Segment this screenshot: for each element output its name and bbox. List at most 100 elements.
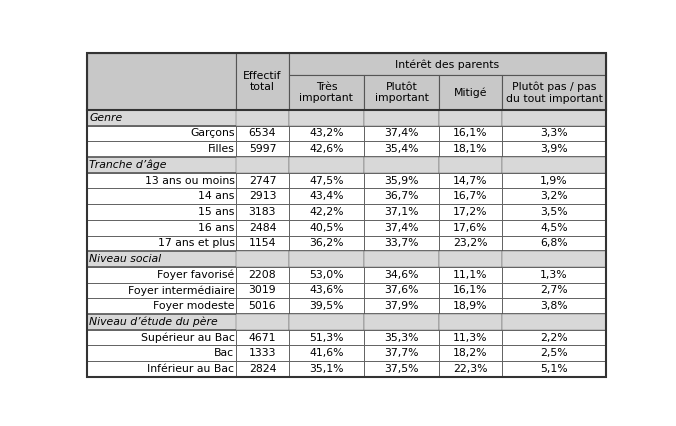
Bar [364,220,439,236]
Text: Genre: Genre [89,113,122,123]
Bar [502,157,606,173]
Bar [236,298,289,314]
Bar [364,282,439,298]
Text: 37,4%: 37,4% [384,129,418,138]
Text: 16,1%: 16,1% [453,285,488,296]
Text: Effectif
total: Effectif total [243,71,282,92]
Bar [502,204,606,220]
Text: Bac: Bac [214,348,235,358]
Bar [289,188,364,204]
Bar [236,110,289,126]
Text: 1,9%: 1,9% [540,176,568,186]
Bar [236,236,289,251]
Text: 6,8%: 6,8% [540,239,568,248]
Bar [236,345,289,361]
Bar [236,204,289,220]
Bar [236,314,289,330]
Text: 2,2%: 2,2% [540,333,568,343]
Bar [87,173,236,188]
Text: 2,5%: 2,5% [540,348,568,358]
Text: 17 ans et plus: 17 ans et plus [158,239,235,248]
Bar [439,126,502,141]
Bar [439,110,502,126]
Text: 2747: 2747 [249,176,276,186]
Bar [289,157,364,173]
Bar [236,173,289,188]
Bar [502,141,606,157]
Text: Foyer intermédiaire: Foyer intermédiaire [128,285,235,296]
Bar [439,251,502,267]
Text: 1,3%: 1,3% [540,270,568,280]
Bar [289,298,364,314]
Bar [364,298,439,314]
Bar [87,141,236,157]
Bar [236,157,289,173]
Bar [364,204,439,220]
Text: 37,1%: 37,1% [384,207,418,217]
Bar [289,204,364,220]
Text: 15 ans: 15 ans [198,207,235,217]
Text: Plutôt
important: Plutôt important [375,82,429,104]
Text: 37,4%: 37,4% [384,223,418,233]
Bar [87,236,236,251]
Bar [439,298,502,314]
Text: 14,7%: 14,7% [453,176,488,186]
Bar [439,282,502,298]
Bar [502,110,606,126]
Bar [502,126,606,141]
Bar [439,220,502,236]
Bar [87,126,236,141]
Text: 11,1%: 11,1% [453,270,488,280]
Text: 35,4%: 35,4% [384,144,418,154]
Bar [502,330,606,345]
Text: 43,6%: 43,6% [309,285,343,296]
Text: 36,2%: 36,2% [309,239,343,248]
Bar [289,141,364,157]
Text: 37,9%: 37,9% [384,301,418,311]
Bar [364,330,439,345]
Bar [502,220,606,236]
Bar [289,173,364,188]
Bar [439,188,502,204]
Bar [289,236,364,251]
Bar [236,126,289,141]
Bar [439,361,502,377]
Bar [439,330,502,345]
Text: 6534: 6534 [249,129,276,138]
Text: 5016: 5016 [249,301,276,311]
Text: 3019: 3019 [249,285,276,296]
Text: 5,1%: 5,1% [540,364,568,374]
Text: 40,5%: 40,5% [309,223,343,233]
Bar [87,110,606,126]
Text: 23,2%: 23,2% [453,239,488,248]
Text: 14 ans: 14 ans [198,191,235,201]
Text: 16,7%: 16,7% [453,191,488,201]
Bar [289,314,364,330]
Text: 42,6%: 42,6% [309,144,343,154]
Text: Mitigé: Mitigé [454,87,487,98]
Bar [439,314,502,330]
Text: 3,3%: 3,3% [540,129,568,138]
Text: 2208: 2208 [249,270,276,280]
Bar [502,251,606,267]
Text: Intérêt des parents: Intérêt des parents [395,59,500,70]
Text: Supérieur au Bac: Supérieur au Bac [141,332,235,343]
Bar [439,204,502,220]
Bar [236,267,289,282]
Bar [87,267,236,282]
Text: Foyer favorisé: Foyer favorisé [158,270,235,280]
Bar [236,330,289,345]
Text: 16 ans: 16 ans [198,223,235,233]
Text: 53,0%: 53,0% [309,270,343,280]
Bar [87,361,236,377]
Bar [289,267,364,282]
Text: 41,6%: 41,6% [309,348,343,358]
Bar [87,220,236,236]
Bar [439,236,502,251]
Bar [364,188,439,204]
Bar [364,141,439,157]
Bar [439,157,502,173]
Text: 3183: 3183 [249,207,276,217]
Bar [87,282,236,298]
Bar [289,330,364,345]
